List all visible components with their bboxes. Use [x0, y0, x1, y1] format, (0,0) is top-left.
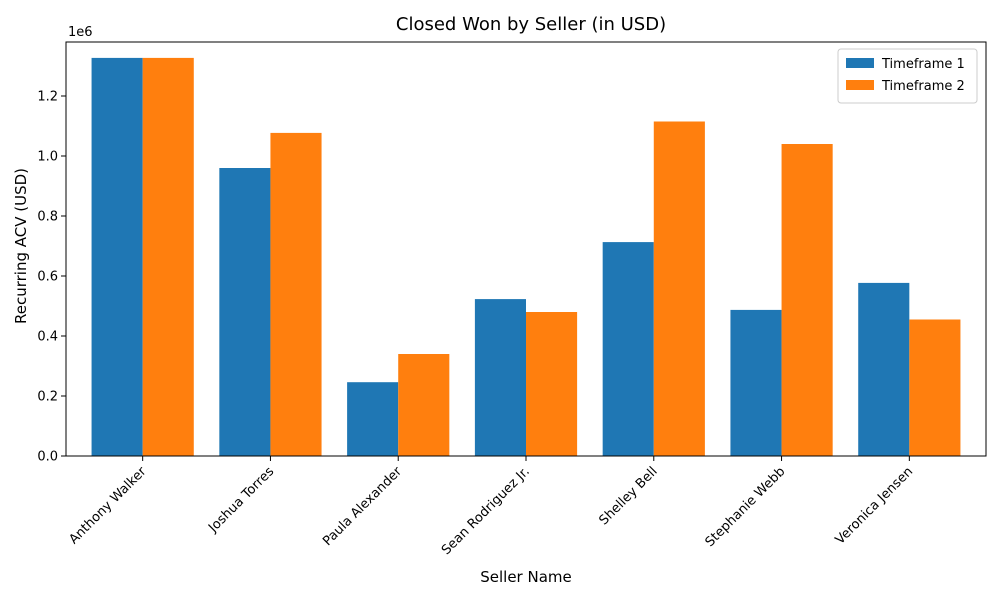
y-tick-label: 0.0	[37, 450, 58, 465]
bar-1-2	[347, 382, 399, 456]
x-axis-title: Seller Name	[480, 568, 572, 586]
bar-1-1	[219, 168, 271, 456]
y-axis: 0.0 0.2 0.4 0.6 0.8 1.0 1.2	[37, 90, 66, 465]
bar-2-3	[526, 312, 578, 456]
bar-2-4	[653, 121, 705, 456]
legend-swatch-2	[846, 80, 874, 90]
y-tick-label: 1.2	[37, 90, 58, 105]
x-tick-label: Stephanie Webb	[703, 464, 789, 550]
y-tick-label: 0.2	[37, 390, 58, 405]
bar-1-0	[91, 57, 143, 457]
plot-area	[65, 41, 987, 457]
y-axis-offset-label: 1e6	[68, 25, 93, 40]
x-tick-label: Anthony Walker	[66, 464, 150, 548]
legend-swatch-1	[846, 58, 874, 68]
y-tick-label: 0.4	[37, 330, 58, 345]
y-tick-label: 0.6	[37, 270, 58, 285]
legend-label-2: Timeframe 2	[881, 79, 965, 94]
legend: Timeframe 1 Timeframe 2	[837, 48, 978, 104]
bar-1-6	[858, 282, 910, 456]
bar-2-1	[270, 132, 322, 456]
x-tick-label: Veronica Jensen	[833, 464, 916, 547]
bar-2-5	[781, 144, 833, 456]
x-tick-label: Joshua Torres	[205, 464, 277, 536]
x-tick-label: Shelley Bell	[596, 464, 660, 528]
bar-2-2	[398, 354, 450, 456]
y-tick-label: 1.0	[37, 150, 58, 165]
chart-title: Closed Won by Seller (in USD)	[396, 14, 666, 35]
bar-1-4	[602, 242, 654, 456]
bar-1-3	[474, 299, 526, 456]
x-tick-label: Sean Rodriguez Jr.	[439, 464, 533, 558]
legend-label-1: Timeframe 1	[881, 57, 965, 72]
bar-1-5	[730, 309, 782, 456]
y-tick-label: 0.8	[37, 210, 58, 225]
y-axis-title: Recurring ACV (USD)	[12, 168, 30, 324]
bar-2-6	[909, 319, 961, 456]
bar-2-0	[142, 57, 194, 457]
x-axis: Anthony Walker Joshua Torres Paula Alexand…	[66, 456, 916, 558]
x-tick-label: Paula Alexander	[320, 464, 405, 549]
